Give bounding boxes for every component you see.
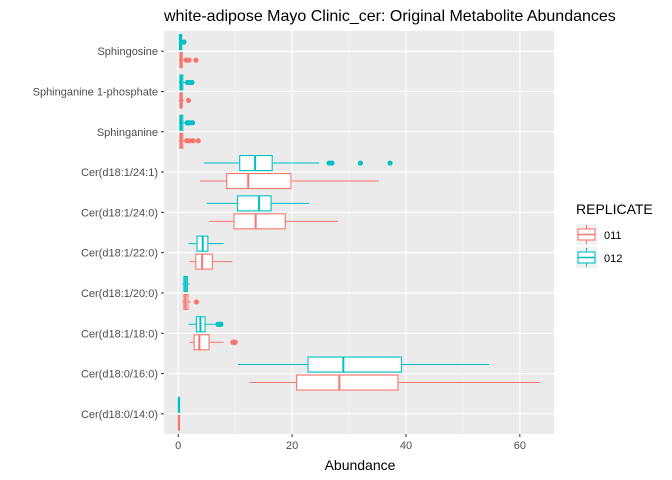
legend-key-011: [576, 224, 597, 245]
outlier-point: [185, 97, 192, 104]
outlier-point: [329, 160, 335, 166]
x-tick-label: 40: [400, 440, 412, 452]
y-tick-label: Sphinganine: [97, 127, 158, 139]
box-011-3: [178, 132, 201, 149]
y-tick-label: Cer(d18:0/16:0): [81, 369, 158, 381]
box-012-2: [178, 74, 195, 91]
box-iqr: [296, 374, 399, 391]
box-012-8: [188, 316, 224, 333]
y-tick-label: Cer(d18:0/14:0): [81, 409, 158, 421]
y-tick-label: Cer(d18:1/22:0): [81, 248, 158, 260]
box-012-1: [178, 34, 187, 51]
x-tick-label: 20: [286, 440, 298, 452]
x-axis: 0 20 40 60: [175, 434, 526, 452]
box-011-6: [189, 253, 233, 270]
chart-title: white-adipose Mayo Clinic_cer: Original …: [163, 8, 616, 25]
box-011-5: [209, 213, 339, 230]
box-011-8: [189, 334, 238, 351]
y-axis: Sphingosine Sphinganine 1-phosphate Sphing…: [33, 46, 164, 421]
box-iqr: [236, 195, 272, 212]
box-011-1: [178, 52, 199, 69]
box-iqr: [226, 173, 292, 190]
outlier-point: [186, 57, 192, 63]
box-011-9: [249, 374, 540, 391]
outlier-point: [218, 321, 224, 327]
y-tick-label: Cer(d18:1/18:0): [81, 328, 158, 340]
box-012-4: [203, 155, 393, 172]
box-012-10: [177, 396, 181, 413]
outlier-point: [189, 79, 195, 86]
legend-label-012: 012: [604, 253, 622, 265]
legend-label-011: 011: [604, 230, 622, 242]
y-tick-label: Cer(d18:1/24:0): [81, 207, 158, 219]
outlier-point: [190, 138, 196, 144]
legend-title: REPLICATE: [576, 201, 653, 217]
box-012-6: [188, 235, 224, 252]
box-012-9: [238, 356, 490, 373]
outlier-point: [181, 39, 187, 45]
box-012-5: [206, 195, 310, 212]
x-axis-title: Abundance: [325, 457, 396, 473]
box-011-7: [182, 293, 200, 311]
box-iqr: [233, 213, 286, 230]
outlier-point: [193, 57, 199, 63]
y-tick-label: Sphingosine: [97, 46, 158, 58]
x-tick-label: 0: [175, 440, 181, 452]
grid-lines: [164, 31, 554, 434]
legend: REPLICATE 011 012: [576, 201, 653, 268]
y-tick-label: Sphinganine 1-phosphate: [33, 86, 158, 98]
outlier-point: [193, 299, 200, 305]
outlier-point: [357, 160, 364, 166]
box-012-7: [182, 275, 190, 293]
outlier-point: [232, 339, 238, 345]
outlier-point: [387, 160, 393, 166]
y-tick-label: Cer(d18:1/24:1): [81, 167, 158, 179]
box-iqr: [193, 334, 210, 351]
box-iqr: [307, 356, 402, 373]
y-tick-label: Cer(d18:1/20:0): [81, 288, 158, 300]
box-011-2: [178, 92, 192, 109]
box-011-10: [177, 414, 181, 431]
outlier-point: [189, 120, 196, 126]
box-series: [177, 34, 540, 431]
box-iqr: [195, 253, 213, 270]
box-012-3: [178, 114, 196, 131]
box-011-4: [199, 173, 379, 190]
outlier-point: [195, 138, 201, 144]
legend-key-012: [576, 247, 597, 268]
x-tick-label: 60: [514, 440, 526, 452]
